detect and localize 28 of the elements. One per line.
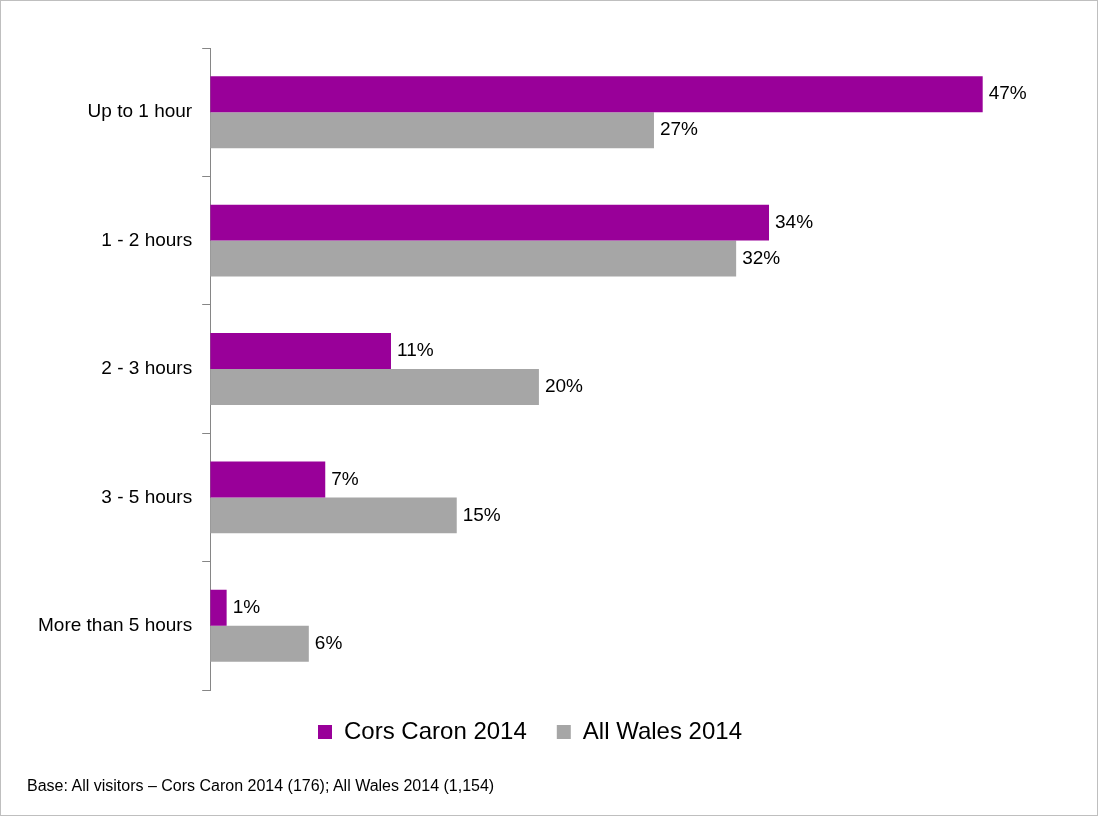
- y-tick-label: 1 - 2 hours: [101, 228, 193, 250]
- y-tick-label: 2 - 3 hours: [101, 357, 193, 379]
- bar: [210, 589, 227, 626]
- bar: [210, 461, 326, 498]
- bar: [210, 625, 309, 662]
- data-label: 27%: [659, 118, 699, 140]
- bar: [210, 240, 737, 277]
- legend-label: Cors Caron 2014: [344, 716, 527, 744]
- data-label: 7%: [331, 467, 359, 489]
- data-label: 47%: [988, 82, 1027, 104]
- bar: [210, 333, 391, 369]
- legend-label: All Wales 2014: [582, 716, 742, 744]
- data-label: 20%: [544, 375, 584, 397]
- bar: [210, 204, 770, 241]
- data-label: 1%: [232, 596, 261, 618]
- bar: [210, 369, 539, 405]
- y-tick-label: 3 - 5 hours: [101, 485, 193, 507]
- y-tick-label: Up to 1 hour: [87, 100, 193, 122]
- bar: [210, 112, 654, 149]
- y-tick-label: More than 5 hours: [38, 614, 193, 636]
- bar: [210, 497, 457, 534]
- data-label: 15%: [462, 503, 501, 525]
- data-label: 34%: [775, 210, 814, 232]
- data-label: 32%: [742, 246, 781, 268]
- data-label: 6%: [314, 632, 343, 654]
- bar: [210, 76, 983, 113]
- text: Base: All visitors – Cors Caron 2014 (176); All Wales 2014 (1,154): [27, 777, 495, 795]
- data-label: 11%: [396, 339, 434, 361]
